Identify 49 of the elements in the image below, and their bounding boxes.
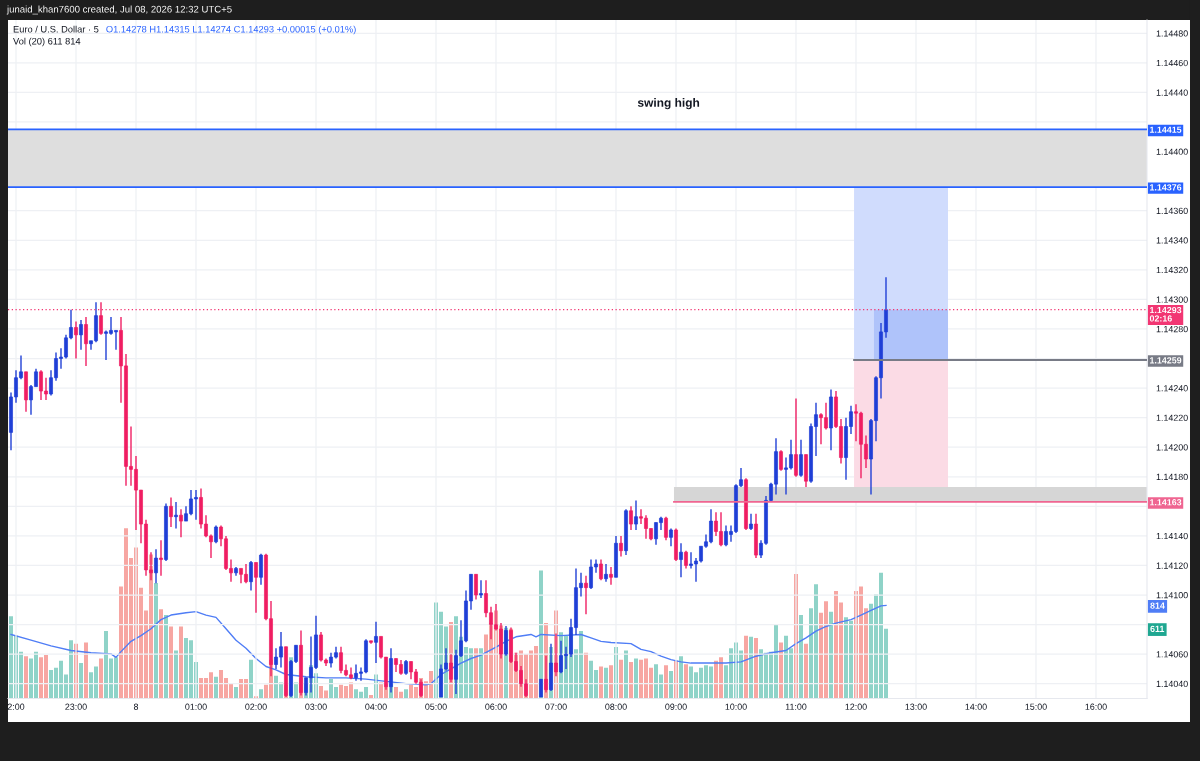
x-tick-label: 2:00	[7, 703, 25, 710]
x-tick-label: 14:00	[965, 703, 987, 710]
text: O1.14278 H1.14315 L1.14274 C1.14293 +0.00015 (+0.01%)	[106, 25, 356, 35]
x-tick-label: 05:00	[425, 703, 447, 710]
y-tick-label: 1.14320	[1156, 266, 1188, 274]
ref-line-label: 1.14163	[1150, 499, 1182, 506]
band-label: swing high	[637, 98, 700, 110]
x-tick-label: 11:00	[785, 703, 807, 710]
x-tick-label: 03:00	[305, 703, 327, 710]
y-tick-label: 1.14100	[1156, 592, 1188, 599]
x-tick-label: 06:00	[485, 703, 507, 710]
ref-line-label: 1.14415	[1150, 126, 1182, 133]
y-tick-label: 1.14280	[1156, 325, 1188, 333]
y2-tick-label: 814	[1150, 602, 1165, 609]
y-tick-label: 1.14240	[1156, 385, 1188, 392]
ref-line-label: 1.14376	[1150, 184, 1182, 191]
ref-line-label: 1.14259	[1150, 357, 1182, 364]
x-tick-label: 01:00	[185, 703, 207, 710]
y-tick-label: 1.14360	[1156, 207, 1188, 214]
x-tick-label: 13:00	[905, 703, 927, 710]
y-tick-label: 1.14140	[1156, 532, 1188, 540]
y-tick-label: 1.14040	[1156, 680, 1188, 688]
y-tick-label: 1.14180	[1156, 473, 1188, 481]
y-tick-label: 1.14440	[1156, 89, 1188, 96]
x-tick-label: 8	[133, 703, 139, 710]
y-tick-label: 1.14200	[1156, 444, 1188, 451]
x-tick-label: 02:00	[245, 703, 267, 710]
y-tick-label: 1.14060	[1156, 651, 1188, 658]
x-tick-label: 04:00	[365, 703, 387, 710]
x-tick-label: 07:00	[545, 703, 567, 710]
ref-line-label: 1.14293 02:16	[1149, 306, 1182, 322]
x-tick-label: 12:00	[845, 703, 867, 710]
x-tick-label: 15:00	[1025, 703, 1047, 710]
chart-title: Euro / U.S. Dollar · 5	[13, 25, 99, 33]
x-tick-label: 16:00	[1085, 703, 1107, 710]
y-tick-label: 1.14220	[1156, 414, 1188, 421]
y-tick-label: 1.14340	[1156, 237, 1188, 244]
x-tick-label: 08:00	[605, 703, 627, 710]
x-tick-label: 23:00	[65, 703, 87, 710]
x-tick-label: 10:00	[725, 703, 747, 710]
text: junaid_khan7600 created, Jul 08, 2026 12:32 UTC+5	[6, 5, 232, 15]
y-tick-label: 1.14400	[1156, 148, 1188, 155]
y2-tick-label: 611	[1150, 625, 1165, 632]
annotation: Vol (20) 611 814	[13, 37, 81, 47]
y-tick-label: 1.14460	[1156, 59, 1188, 67]
y-tick-label: 1.14120	[1156, 562, 1188, 569]
y-tick-label: 1.14300	[1156, 296, 1188, 303]
y-tick-label: 1.14480	[1156, 30, 1188, 37]
x-tick-label: 09:00	[665, 703, 687, 710]
